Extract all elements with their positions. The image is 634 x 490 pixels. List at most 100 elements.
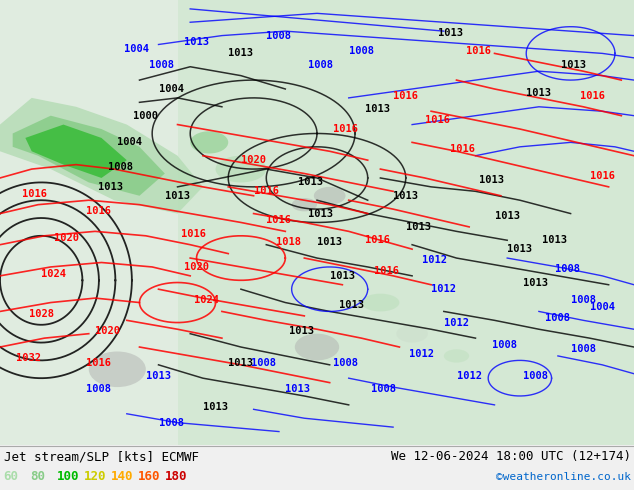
Text: 1016: 1016	[86, 206, 111, 217]
Text: 1008: 1008	[108, 162, 133, 172]
Text: 1016: 1016	[181, 228, 206, 239]
Ellipse shape	[0, 153, 171, 398]
Text: 1013: 1013	[285, 384, 311, 394]
Text: 1020: 1020	[54, 233, 79, 243]
Text: 1013: 1013	[146, 371, 171, 381]
Text: 1008: 1008	[250, 358, 276, 368]
Text: 1013: 1013	[561, 59, 586, 70]
Text: 1016: 1016	[333, 124, 358, 134]
Text: 180: 180	[165, 470, 188, 484]
Text: We 12-06-2024 18:00 UTC (12+174): We 12-06-2024 18:00 UTC (12+174)	[391, 450, 631, 464]
Ellipse shape	[444, 349, 469, 363]
Ellipse shape	[295, 334, 339, 360]
Ellipse shape	[361, 294, 399, 312]
Text: 1008: 1008	[333, 358, 358, 368]
Text: 1008: 1008	[545, 313, 571, 323]
Text: 1013: 1013	[330, 271, 355, 281]
Text: 1016: 1016	[425, 115, 450, 125]
Text: 1008: 1008	[555, 264, 580, 274]
Text: 1013: 1013	[317, 238, 342, 247]
Text: 1013: 1013	[184, 37, 209, 47]
Text: 1016: 1016	[450, 144, 476, 154]
Text: 1013: 1013	[165, 191, 190, 201]
Text: 1013: 1013	[495, 211, 520, 221]
Text: 1012: 1012	[444, 318, 469, 328]
Text: 1012: 1012	[456, 371, 482, 381]
Polygon shape	[0, 0, 178, 445]
Text: 1008: 1008	[86, 384, 111, 394]
Text: Jet stream/SLP [kts] ECMWF: Jet stream/SLP [kts] ECMWF	[4, 450, 199, 464]
Text: 1012: 1012	[431, 284, 456, 294]
Ellipse shape	[89, 351, 146, 387]
Ellipse shape	[190, 131, 228, 153]
Polygon shape	[25, 124, 127, 178]
Text: 1008: 1008	[158, 417, 184, 428]
Ellipse shape	[314, 187, 346, 205]
Text: 1013: 1013	[298, 177, 323, 187]
Text: 1013: 1013	[542, 235, 567, 245]
Text: 120: 120	[84, 470, 107, 484]
Text: 1008: 1008	[149, 59, 174, 70]
Text: 1032: 1032	[16, 353, 41, 363]
Text: 1013: 1013	[98, 182, 124, 192]
Text: 1016: 1016	[580, 91, 605, 100]
Text: 1004: 1004	[124, 44, 149, 54]
Text: 1000: 1000	[133, 111, 158, 121]
Text: 1016: 1016	[393, 91, 418, 100]
Ellipse shape	[292, 198, 317, 211]
Text: 1024: 1024	[193, 295, 219, 305]
Text: 1004: 1004	[590, 302, 615, 312]
Text: 1013: 1013	[507, 244, 533, 254]
Text: 140: 140	[111, 470, 134, 484]
Text: 1013: 1013	[523, 277, 548, 288]
Text: 100: 100	[57, 470, 79, 484]
Text: 160: 160	[138, 470, 160, 484]
Text: 1018: 1018	[276, 238, 301, 247]
Ellipse shape	[396, 325, 428, 343]
Ellipse shape	[216, 156, 266, 182]
Text: 1016: 1016	[365, 235, 390, 245]
Text: 1008: 1008	[571, 295, 596, 305]
Text: 1013: 1013	[406, 222, 431, 232]
Text: 1008: 1008	[266, 30, 292, 41]
Text: 1013: 1013	[365, 104, 390, 114]
Text: 1013: 1013	[526, 88, 552, 98]
Text: 1013: 1013	[288, 326, 314, 337]
Text: 1016: 1016	[254, 186, 279, 196]
Polygon shape	[178, 0, 634, 445]
Text: ©weatheronline.co.uk: ©weatheronline.co.uk	[496, 472, 631, 482]
Text: 1016: 1016	[86, 358, 111, 368]
Text: 1008: 1008	[491, 340, 517, 350]
Text: 1013: 1013	[307, 209, 333, 219]
Text: 1020: 1020	[95, 326, 120, 337]
Text: 1016: 1016	[266, 215, 292, 225]
Text: 1013: 1013	[479, 175, 504, 185]
Text: 1004: 1004	[117, 137, 143, 147]
Text: 60: 60	[3, 470, 18, 484]
Text: 1013: 1013	[437, 28, 463, 38]
Text: 1016: 1016	[374, 267, 399, 276]
Text: 1008: 1008	[349, 46, 374, 56]
Text: 1012: 1012	[409, 349, 434, 359]
Text: 1013: 1013	[228, 49, 254, 58]
Text: 1016: 1016	[466, 46, 491, 56]
Text: 1004: 1004	[158, 84, 184, 94]
Text: 1020: 1020	[241, 155, 266, 165]
Text: 1013: 1013	[393, 191, 418, 201]
Text: 1013: 1013	[203, 402, 228, 412]
Text: 1012: 1012	[422, 255, 447, 265]
Text: 1028: 1028	[29, 309, 54, 318]
Text: 1020: 1020	[184, 262, 209, 272]
Text: 1008: 1008	[307, 59, 333, 70]
Text: 1016: 1016	[22, 189, 48, 198]
Text: 1008: 1008	[523, 371, 548, 381]
Text: 1016: 1016	[590, 171, 615, 181]
Text: 1008: 1008	[371, 384, 396, 394]
Text: 1013: 1013	[228, 358, 254, 368]
Polygon shape	[0, 98, 203, 214]
Text: 1013: 1013	[339, 300, 365, 310]
Text: 1024: 1024	[41, 269, 67, 279]
Text: 80: 80	[30, 470, 45, 484]
Text: 1008: 1008	[571, 344, 596, 354]
Polygon shape	[13, 116, 165, 196]
